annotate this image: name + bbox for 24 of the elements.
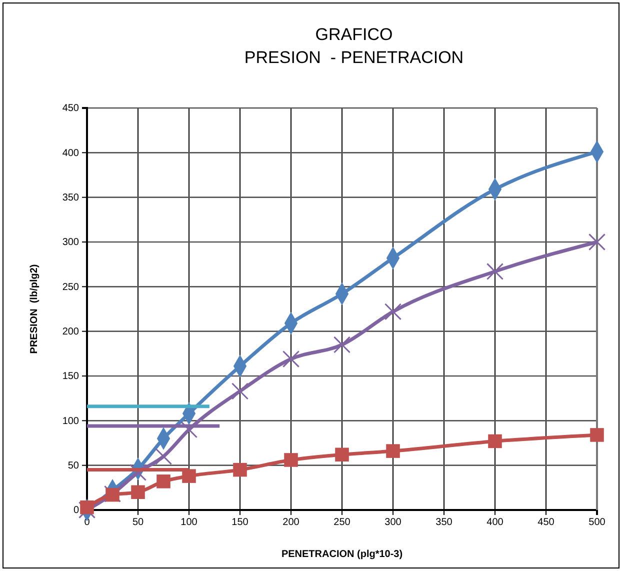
x-tick-label: 200 <box>282 517 300 528</box>
x-tick-label: 450 <box>538 517 555 528</box>
y-tick-label: 50 <box>68 460 80 472</box>
x-tick-label: 100 <box>180 517 198 528</box>
y-tick-label: 400 <box>62 148 80 159</box>
y-tick-label: 250 <box>62 282 80 293</box>
y-tick-label: 300 <box>62 237 80 248</box>
x-tick-label: 250 <box>334 517 351 528</box>
y-tick-label: 200 <box>62 326 80 338</box>
x-tick-label: 400 <box>486 517 504 528</box>
chart-subtitle: PRESION - PENETRACION <box>244 48 464 67</box>
y-tick-label: 0 <box>73 505 80 516</box>
x-tick-label: 500 <box>588 517 606 528</box>
y-tick-label: 150 <box>62 371 80 382</box>
chart-title: GRAFICO <box>315 25 393 44</box>
x-tick-label: 350 <box>436 517 453 528</box>
x-tick-label: 300 <box>384 517 402 528</box>
x-tick-label: 50 <box>132 517 144 528</box>
y-axis-title: PRESION (lb/plg2) <box>29 264 40 354</box>
x-axis-title: PENETRACION (plg*10-3) <box>281 549 403 560</box>
y-tick-label: 450 <box>62 103 80 114</box>
x-tick-label: 150 <box>232 517 249 528</box>
y-tick-label: 350 <box>62 192 80 204</box>
y-tick-label: 100 <box>62 416 80 427</box>
